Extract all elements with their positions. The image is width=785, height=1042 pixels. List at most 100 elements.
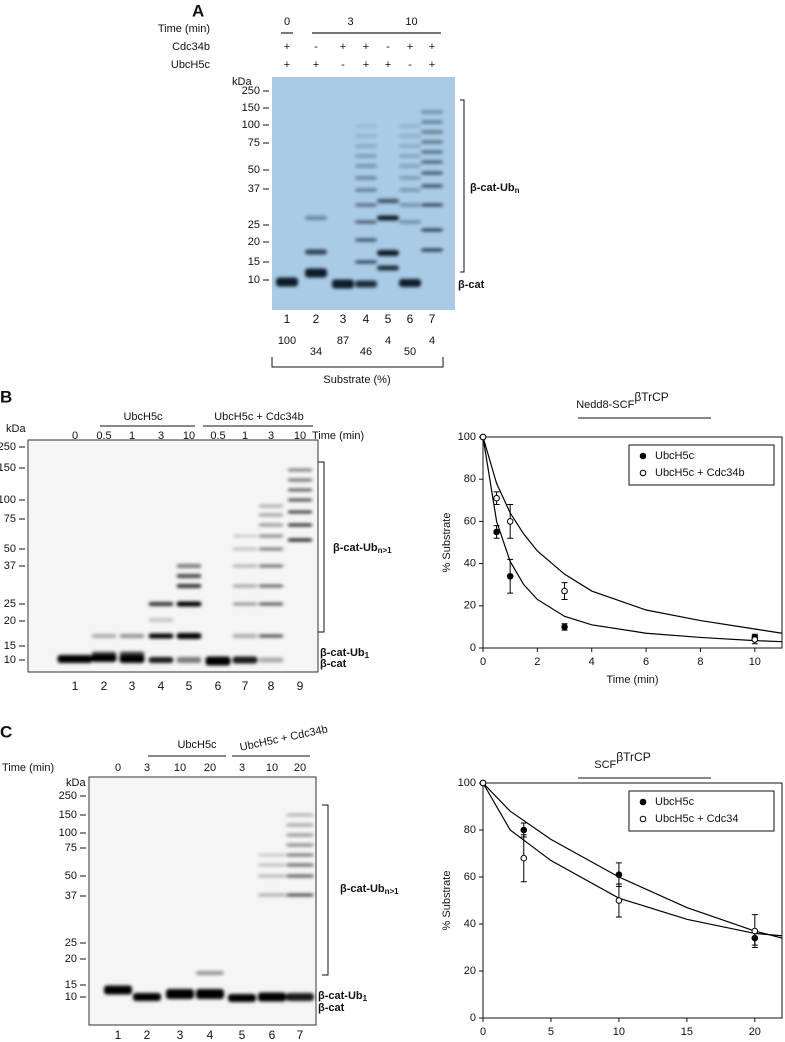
band	[258, 657, 284, 663]
band	[421, 120, 443, 124]
band	[287, 468, 313, 472]
panel-letter: C	[0, 722, 12, 741]
time-value: 10	[183, 430, 195, 442]
lane-number: 6	[407, 312, 414, 326]
band	[258, 874, 286, 878]
time-value: 20	[204, 762, 216, 774]
band	[258, 634, 284, 638]
band	[377, 215, 399, 221]
panel-letter: A	[192, 1, 204, 20]
substrate-label: β-cat	[318, 1002, 345, 1014]
data-point	[506, 518, 514, 525]
band	[286, 993, 314, 1001]
marker-label: 50	[248, 164, 260, 176]
marker-label: 20	[65, 953, 77, 965]
substrate-pct: 4	[385, 335, 391, 347]
legend-marker	[639, 815, 647, 823]
band	[421, 160, 443, 164]
band	[305, 249, 327, 255]
band	[104, 985, 132, 995]
lane-number: 6	[269, 1028, 276, 1042]
panel-letter: B	[0, 387, 12, 406]
label-sub: n>1	[385, 887, 400, 896]
band	[332, 279, 354, 289]
data-point	[615, 897, 623, 904]
marker-label: 37	[248, 183, 260, 195]
band	[399, 188, 421, 192]
band	[258, 513, 284, 517]
marker-label: 100	[0, 494, 16, 506]
data-point	[520, 826, 528, 834]
band	[355, 280, 377, 288]
band	[196, 989, 224, 999]
marker-label: 10	[4, 654, 16, 666]
marker-label: 25	[65, 937, 77, 949]
band	[355, 154, 377, 158]
marker-label: 150	[242, 102, 260, 114]
band	[91, 634, 117, 638]
marker-label: 75	[248, 137, 260, 149]
time-value: 1	[129, 430, 135, 442]
fit-curve	[482, 436, 783, 643]
marker-label: 15	[4, 640, 16, 652]
ub1-label: β-cat-Ub1	[320, 647, 370, 660]
lane-number: 5	[239, 1028, 246, 1042]
lane-number: 3	[129, 679, 136, 693]
marker-label: 50	[4, 543, 16, 555]
gel	[27, 439, 319, 673]
legend-marker	[639, 452, 647, 460]
data-point	[751, 636, 759, 643]
band	[119, 655, 145, 663]
time-value: 20	[294, 762, 306, 774]
label-text: β-cat-Ub	[333, 542, 378, 554]
time-value: 1	[242, 430, 248, 442]
substrate-pct: 34	[310, 346, 322, 358]
data-point	[493, 528, 500, 536]
time-value: 0	[72, 430, 78, 442]
band	[258, 863, 286, 867]
time-value: 3	[158, 430, 164, 442]
lane-number: 7	[242, 679, 249, 693]
band	[258, 534, 284, 538]
band	[377, 265, 399, 271]
lane-number: 7	[297, 1028, 304, 1042]
ladder-label: β-cat-Ubn>1	[333, 542, 392, 555]
band	[355, 188, 377, 192]
band	[421, 248, 443, 252]
band	[148, 618, 174, 622]
row-label: Cdc34b	[172, 41, 210, 53]
band	[176, 564, 202, 568]
band	[91, 651, 117, 657]
band	[232, 534, 258, 538]
marker-label: 75	[65, 842, 77, 854]
plus-minus: +	[363, 41, 369, 53]
y-tick-label: 80	[464, 824, 476, 836]
band	[355, 220, 377, 224]
marker-label: 150	[59, 809, 77, 821]
time-value: 3	[239, 762, 245, 774]
band	[258, 992, 286, 1002]
plus-minus: +	[385, 59, 391, 71]
plus-minus: +	[363, 59, 369, 71]
band	[355, 144, 377, 148]
band	[355, 203, 377, 207]
band	[286, 853, 314, 857]
band	[377, 199, 399, 203]
band	[258, 853, 286, 857]
data-point	[615, 871, 623, 878]
band	[421, 203, 443, 207]
x-tick-label: 0	[480, 656, 486, 668]
time-label: Time (min)	[158, 23, 210, 35]
lane-number: 3	[340, 312, 347, 326]
group-label: UbcH5c + Cdc34b	[214, 411, 304, 423]
lane-number: 5	[385, 312, 392, 326]
band	[176, 584, 202, 588]
band	[355, 260, 377, 264]
band	[232, 547, 258, 551]
legend-label: UbcH5c	[655, 796, 695, 808]
band	[421, 150, 443, 154]
y-tick-label: 60	[464, 871, 476, 883]
y-axis-label: % Substrate	[441, 513, 453, 573]
time-value: 3	[268, 430, 274, 442]
group-label: UbcH5c + Cdc34b	[239, 723, 329, 753]
